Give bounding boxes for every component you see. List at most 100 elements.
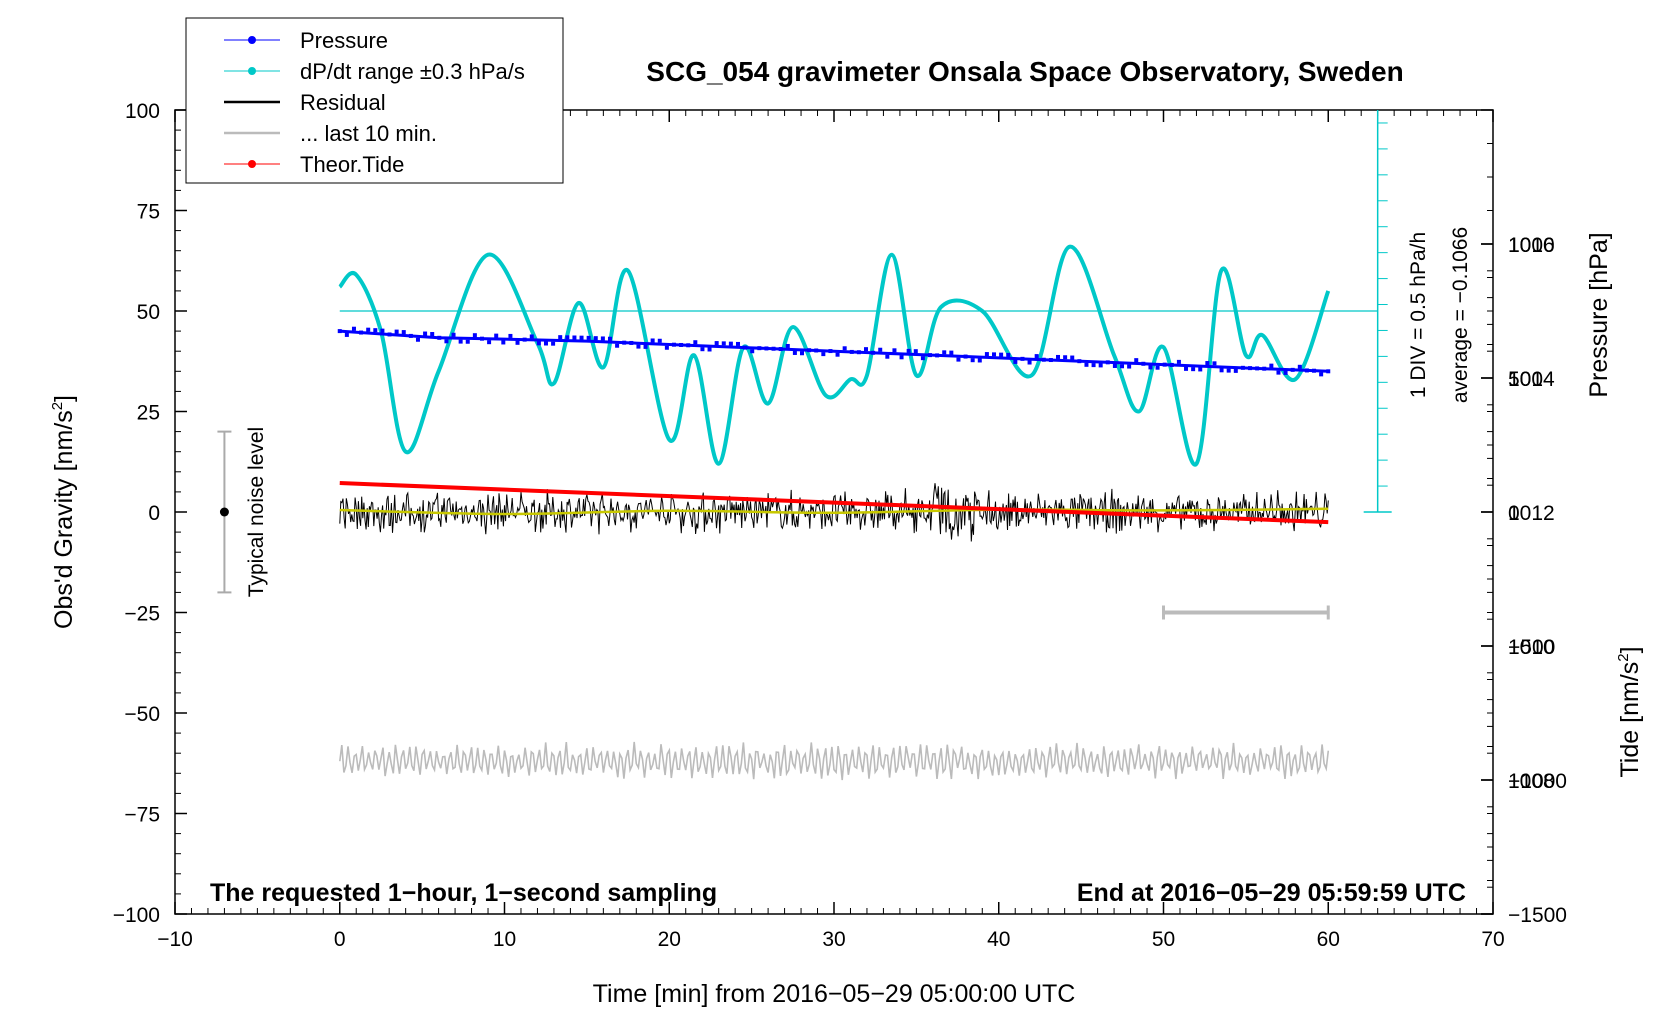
pressure-point <box>1063 355 1068 360</box>
legend-label: Residual <box>300 90 386 115</box>
x-tick-label: 70 <box>1481 928 1504 951</box>
pressure-point <box>1127 364 1132 369</box>
pressure-point <box>828 349 833 354</box>
pressure-point <box>1013 359 1018 364</box>
pressure-point <box>799 351 804 356</box>
pressure-point <box>373 328 378 333</box>
y-tick-label: 25 <box>137 402 160 425</box>
pressure-point <box>1155 365 1160 370</box>
pressure-point <box>1077 359 1082 364</box>
x-tick-label: −10 <box>157 928 193 951</box>
pressure-point <box>522 337 527 342</box>
pressure-point <box>1034 354 1039 359</box>
pressure-point <box>970 358 975 363</box>
pressure-point <box>807 348 812 353</box>
pressure-point <box>984 352 989 357</box>
pressure-point <box>1148 365 1153 370</box>
x-tick-label: 20 <box>658 928 681 951</box>
pressure-point <box>714 341 719 346</box>
pressure-point <box>693 340 698 345</box>
pressure-point <box>1283 370 1288 375</box>
pressure-point <box>1020 356 1025 361</box>
pressure-point <box>1162 362 1167 367</box>
pressure-point <box>1290 367 1295 372</box>
pressure-point <box>1312 368 1317 373</box>
tide-tick-label: −500 <box>1508 636 1555 659</box>
tide-tick-label: 1000 <box>1508 234 1555 257</box>
legend-label: ... last 10 min. <box>300 121 437 146</box>
pressure-point <box>814 348 819 353</box>
pressure-point <box>394 329 399 334</box>
pressure-point <box>437 335 442 340</box>
pressure-point <box>735 341 740 346</box>
pressure-point <box>579 335 584 340</box>
pressure-point <box>501 340 506 345</box>
pressure-point <box>380 328 385 333</box>
pressure-point <box>757 346 762 351</box>
pressure-point <box>899 355 904 360</box>
pressure-point <box>359 330 364 335</box>
series-layer <box>337 244 1378 781</box>
pressure-point <box>1134 358 1139 363</box>
pressure-point <box>821 352 826 357</box>
pressure-point <box>878 347 883 352</box>
footer-left-annotation: The requested 1−hour, 1−second sampling <box>210 879 717 907</box>
x-tick-label: 10 <box>493 928 516 951</box>
pressure-point <box>1297 364 1302 369</box>
pressure-point <box>650 338 655 343</box>
residual-smoothed-line <box>339 507 1329 516</box>
legend-label: Theor.Tide <box>300 152 404 177</box>
footer-right-annotation: End at 2016−05−29 05:59:59 UTC <box>1077 879 1466 907</box>
pressure-point <box>1219 368 1224 373</box>
pressure-tick-label: 1008 <box>1508 770 1555 793</box>
pressure-point <box>600 336 605 341</box>
noise-level-center-dot <box>219 507 229 517</box>
pressure-point <box>622 340 627 345</box>
pressure-point <box>778 347 783 352</box>
pressure-point <box>935 353 940 358</box>
noise-level-indicator <box>217 430 232 594</box>
noise-level-label: Typical noise level <box>245 427 268 597</box>
pressure-point <box>643 344 648 349</box>
pressure-point <box>928 353 933 358</box>
y-axis-ticks: 100 75 50 25 0 −25 −50 −75 −100 <box>113 100 187 927</box>
pressure-point <box>494 333 499 338</box>
pressure-axis-label: Pressure [hPa] <box>1585 232 1613 397</box>
pressure-point <box>864 347 869 352</box>
pressure-tick-label: 1012 <box>1508 502 1555 525</box>
y-tick-label: −100 <box>113 904 160 927</box>
pressure-point <box>913 349 918 354</box>
pressure-point <box>515 340 520 345</box>
pressure-point <box>529 334 534 339</box>
pressure-point <box>636 344 641 349</box>
legend: Pressure dP/dt range ±0.3 hPa/s Residual..… <box>185 17 564 184</box>
pressure-point <box>451 332 456 337</box>
x-axis-ticks: −10 0 10 20 30 40 50 60 70 <box>157 110 1505 951</box>
pressure-point <box>1191 367 1196 372</box>
pressure-point <box>977 358 982 363</box>
y-axis-label-tail: ] <box>50 395 78 402</box>
pressure-point <box>999 352 1004 357</box>
pressure-point <box>1248 366 1253 371</box>
pressure-point <box>401 330 406 335</box>
pressure-point <box>1276 370 1281 375</box>
pressure-point <box>1269 363 1274 368</box>
pressure-point <box>423 331 428 336</box>
pressure-point <box>963 354 968 359</box>
tide-axis-label-sup: 2 <box>1615 653 1632 661</box>
pressure-point <box>472 333 477 338</box>
pressure-point <box>1326 369 1331 374</box>
pressure-point <box>707 347 712 352</box>
pressure-point <box>1027 360 1032 365</box>
pressure-point <box>487 340 492 345</box>
pressure-point <box>792 350 797 355</box>
pressure-point <box>430 332 435 337</box>
pressure-point <box>1262 366 1267 371</box>
pressure-point <box>686 343 691 348</box>
pressure-point <box>1105 360 1110 365</box>
y-axis-label-main: Obs'd Gravity [nm/s <box>50 410 78 629</box>
pressure-point <box>949 350 954 355</box>
y-tick-label: −50 <box>124 703 160 726</box>
pressure-point <box>1112 363 1117 368</box>
